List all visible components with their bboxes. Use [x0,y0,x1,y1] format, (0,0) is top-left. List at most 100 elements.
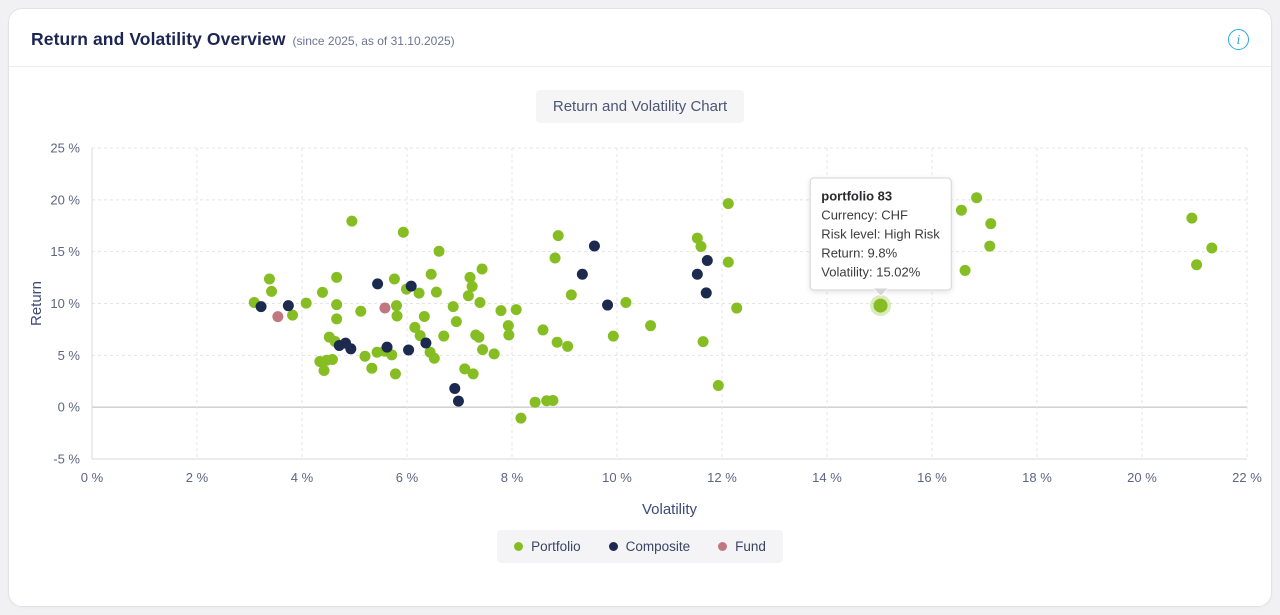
data-point[interactable] [502,320,514,332]
data-point[interactable] [552,230,564,242]
legend-dot-icon [718,542,728,551]
data-point[interactable] [287,309,299,321]
chart-tab[interactable]: Return and Volatility Chart [535,90,745,123]
data-point[interactable] [449,383,461,395]
data-point[interactable] [318,364,330,376]
data-point[interactable] [316,286,328,298]
data-point[interactable] [620,296,632,308]
data-point[interactable] [645,320,657,332]
data-point[interactable] [255,301,267,313]
info-icon[interactable]: i [1228,29,1249,50]
data-point[interactable] [1186,212,1198,224]
data-point[interactable] [462,290,474,302]
data-point[interactable] [266,285,278,297]
data-point[interactable] [389,368,401,380]
data-point[interactable] [413,287,425,299]
data-point[interactable] [263,273,275,285]
data-point[interactable] [420,337,432,349]
data-point[interactable] [388,273,400,285]
data-point[interactable] [529,396,541,408]
data-point[interactable] [425,268,437,280]
data-point[interactable] [576,268,588,280]
data-point[interactable] [959,264,971,276]
data-point[interactable] [701,254,713,266]
data-point[interactable] [476,263,488,275]
data-point[interactable] [488,348,500,360]
data-point[interactable] [428,352,440,364]
data-point[interactable] [1191,259,1203,271]
data-point[interactable] [391,310,403,322]
tooltip-title: portfolio 83 [821,188,893,204]
data-point[interactable] [602,299,614,311]
data-point[interactable] [503,329,515,341]
data-point[interactable] [381,341,393,353]
data-point[interactable] [607,330,619,342]
data-point[interactable] [355,305,367,317]
y-tick-label: 25 % [50,141,80,156]
data-point[interactable] [464,271,476,283]
data-point[interactable] [722,198,734,210]
data-point[interactable] [477,344,489,356]
data-point[interactable] [955,204,967,216]
data-point[interactable] [474,296,486,308]
data-point[interactable] [588,240,600,252]
legend-item-portfolio[interactable]: Portfolio [514,539,581,554]
data-point[interactable] [700,287,712,299]
page-title: Return and Volatility Overview [31,29,286,49]
data-point[interactable] [447,301,459,313]
data-point[interactable] [551,336,563,348]
data-point[interactable] [459,363,471,375]
data-point[interactable] [562,340,574,352]
data-point[interactable] [300,297,312,309]
data-point[interactable] [565,289,577,301]
data-point[interactable] [409,321,421,333]
data-point[interactable] [405,280,417,292]
data-point[interactable] [473,331,485,343]
data-point[interactable] [495,305,507,317]
legend-item-fund[interactable]: Fund [718,539,766,554]
data-point[interactable] [346,215,358,227]
data-point[interactable] [510,304,522,316]
data-point[interactable] [403,344,415,356]
data-point[interactable] [722,256,734,268]
data-point[interactable] [466,280,478,292]
data-point[interactable] [1206,242,1218,254]
data-point[interactable] [984,240,996,252]
x-tick-label: 8 % [501,470,524,485]
data-point[interactable] [331,313,343,325]
data-point[interactable] [537,324,549,336]
data-point[interactable] [414,330,426,342]
data-point[interactable] [430,286,442,298]
data-point[interactable] [547,395,559,407]
data-point[interactable] [391,300,402,312]
highlighted-data-point[interactable] [873,298,888,313]
data-point[interactable] [467,368,479,380]
data-point[interactable] [971,192,983,204]
data-point[interactable] [450,316,462,328]
data-point[interactable] [379,302,391,314]
data-point[interactable] [433,245,445,257]
data-point[interactable] [372,278,384,290]
data-point[interactable] [438,330,450,342]
data-point[interactable] [366,362,378,374]
data-point[interactable] [731,302,743,314]
data-point[interactable] [452,395,464,407]
legend-item-composite[interactable]: Composite [608,539,690,554]
data-point[interactable] [985,218,997,230]
data-point[interactable] [691,232,703,244]
data-point[interactable] [331,299,343,311]
data-point[interactable] [697,336,709,348]
data-point[interactable] [331,271,343,283]
data-point[interactable] [418,310,430,322]
data-point[interactable] [515,412,527,424]
data-point[interactable] [397,226,409,238]
data-point[interactable] [691,268,703,280]
data-point[interactable] [272,311,284,323]
data-point[interactable] [359,350,371,362]
data-point[interactable] [695,240,707,252]
data-point[interactable] [282,300,294,312]
data-point[interactable] [712,380,724,392]
data-point[interactable] [549,252,561,264]
data-point[interactable] [345,343,357,355]
data-point[interactable] [326,353,338,365]
